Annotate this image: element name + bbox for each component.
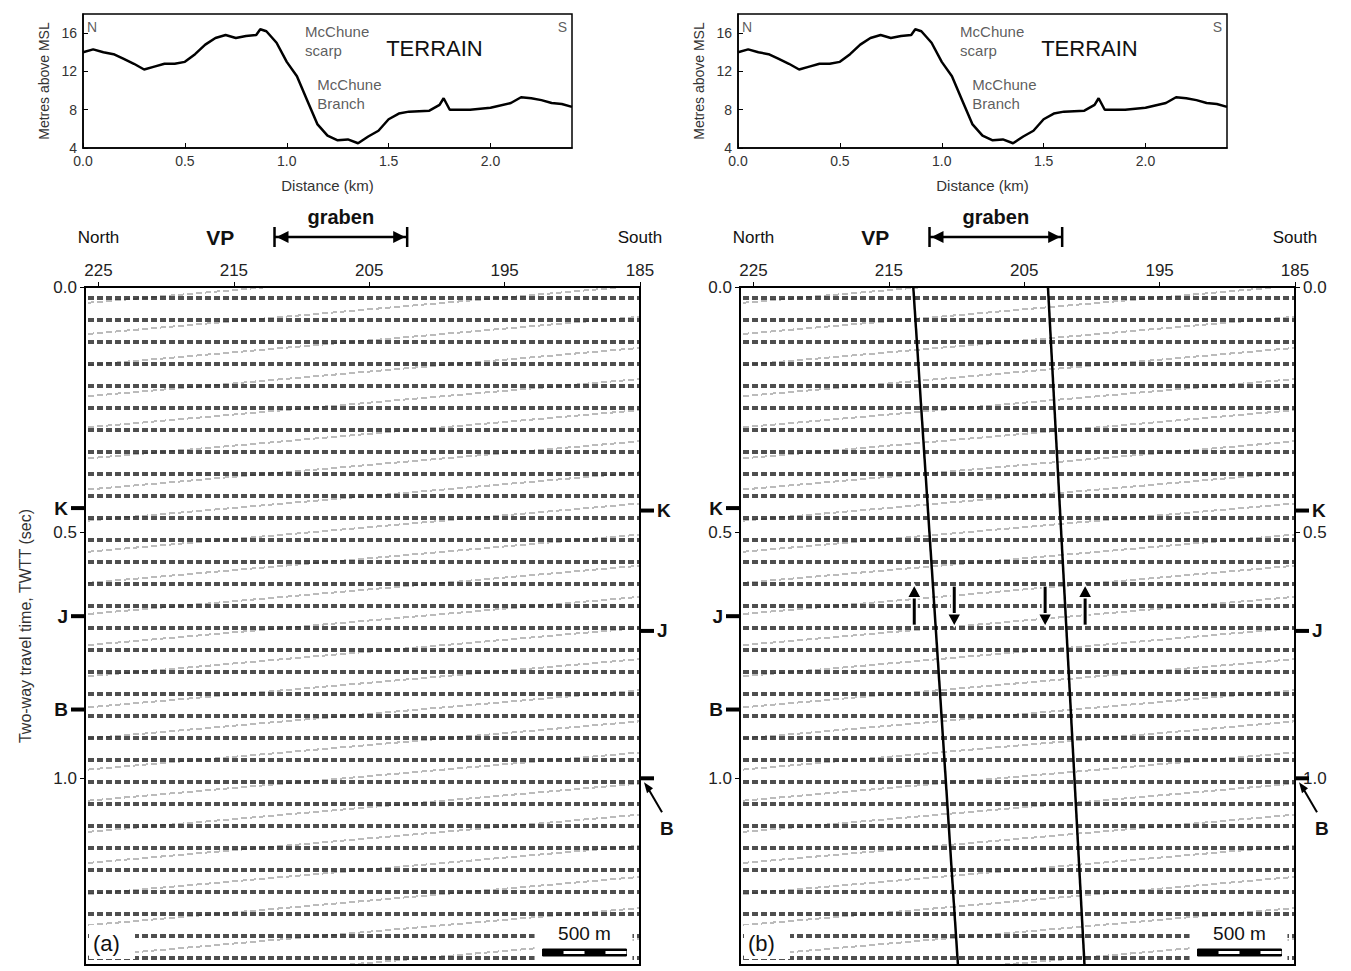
svg-text:B: B <box>660 818 674 839</box>
svg-text:205: 205 <box>355 261 383 280</box>
svg-text:S: S <box>1213 19 1222 35</box>
svg-text:N: N <box>742 19 752 35</box>
svg-text:0.5: 0.5 <box>830 153 850 169</box>
svg-text:0.5: 0.5 <box>53 523 77 542</box>
svg-text:215: 215 <box>220 261 248 280</box>
svg-text:J: J <box>657 620 668 641</box>
svg-text:185: 185 <box>1281 261 1309 280</box>
svg-text:12: 12 <box>61 63 77 79</box>
svg-text:0.5: 0.5 <box>1303 523 1327 542</box>
svg-text:0.5: 0.5 <box>708 523 732 542</box>
svg-text:225: 225 <box>84 261 112 280</box>
svg-text:(a): (a) <box>93 931 120 956</box>
svg-text:2.0: 2.0 <box>1136 153 1156 169</box>
svg-text:K: K <box>1312 500 1326 521</box>
svg-text:1.0: 1.0 <box>932 153 952 169</box>
svg-text:N: N <box>87 19 97 35</box>
svg-text:8: 8 <box>724 102 732 118</box>
svg-text:215: 215 <box>875 261 903 280</box>
svg-text:0.0: 0.0 <box>728 153 748 169</box>
svg-text:500 m: 500 m <box>1213 923 1266 944</box>
svg-text:K: K <box>657 500 671 521</box>
svg-text:4: 4 <box>724 140 732 156</box>
svg-text:McChune: McChune <box>960 23 1024 40</box>
svg-text:(b): (b) <box>748 931 775 956</box>
svg-text:VP: VP <box>861 226 889 249</box>
svg-text:2.0: 2.0 <box>481 153 501 169</box>
svg-text:graben: graben <box>962 206 1029 228</box>
svg-text:Metres above MSL: Metres above MSL <box>36 22 52 140</box>
svg-text:12: 12 <box>716 63 732 79</box>
svg-text:0.0: 0.0 <box>53 278 77 297</box>
svg-text:South: South <box>1273 228 1317 247</box>
svg-text:8: 8 <box>69 102 77 118</box>
svg-text:VP: VP <box>206 226 234 249</box>
svg-text:0.5: 0.5 <box>175 153 195 169</box>
svg-text:1.0: 1.0 <box>53 769 77 788</box>
svg-text:graben: graben <box>307 206 374 228</box>
svg-text:185: 185 <box>626 261 654 280</box>
svg-text:North: North <box>733 228 775 247</box>
svg-text:S: S <box>558 19 567 35</box>
svg-text:195: 195 <box>1145 261 1173 280</box>
svg-text:B: B <box>1315 818 1329 839</box>
svg-text:K: K <box>54 498 68 519</box>
svg-text:0.0: 0.0 <box>1303 278 1327 297</box>
svg-text:Metres above MSL: Metres above MSL <box>691 22 707 140</box>
svg-text:McChune: McChune <box>317 76 381 93</box>
svg-text:J: J <box>1312 620 1323 641</box>
svg-text:195: 195 <box>490 261 518 280</box>
svg-text:scarp: scarp <box>305 42 342 59</box>
svg-text:Distance (km): Distance (km) <box>281 177 374 194</box>
svg-text:McChune: McChune <box>972 76 1036 93</box>
svg-text:TERRAIN: TERRAIN <box>1041 36 1138 61</box>
svg-text:205: 205 <box>1010 261 1038 280</box>
svg-text:Two-way travel time, TWTT (sec: Two-way travel time, TWTT (sec) <box>17 509 34 743</box>
svg-text:North: North <box>78 228 120 247</box>
svg-text:B: B <box>709 699 723 720</box>
svg-text:South: South <box>618 228 662 247</box>
svg-text:J: J <box>712 606 723 627</box>
svg-text:16: 16 <box>61 25 77 41</box>
svg-text:1.0: 1.0 <box>277 153 297 169</box>
svg-text:225: 225 <box>739 261 767 280</box>
svg-text:500 m: 500 m <box>558 923 611 944</box>
svg-text:1.5: 1.5 <box>1034 153 1054 169</box>
svg-text:0.0: 0.0 <box>73 153 93 169</box>
svg-text:0.0: 0.0 <box>708 278 732 297</box>
svg-text:scarp: scarp <box>960 42 997 59</box>
svg-text:B: B <box>54 699 68 720</box>
svg-text:Branch: Branch <box>317 95 365 112</box>
svg-text:TERRAIN: TERRAIN <box>386 36 483 61</box>
svg-text:K: K <box>709 498 723 519</box>
svg-text:Distance (km): Distance (km) <box>936 177 1029 194</box>
svg-text:1.0: 1.0 <box>708 769 732 788</box>
svg-text:J: J <box>57 606 68 627</box>
svg-text:McChune: McChune <box>305 23 369 40</box>
svg-text:1.5: 1.5 <box>379 153 399 169</box>
svg-text:Branch: Branch <box>972 95 1020 112</box>
svg-text:16: 16 <box>716 25 732 41</box>
svg-text:1.0: 1.0 <box>1303 768 1327 788</box>
svg-text:4: 4 <box>69 140 77 156</box>
